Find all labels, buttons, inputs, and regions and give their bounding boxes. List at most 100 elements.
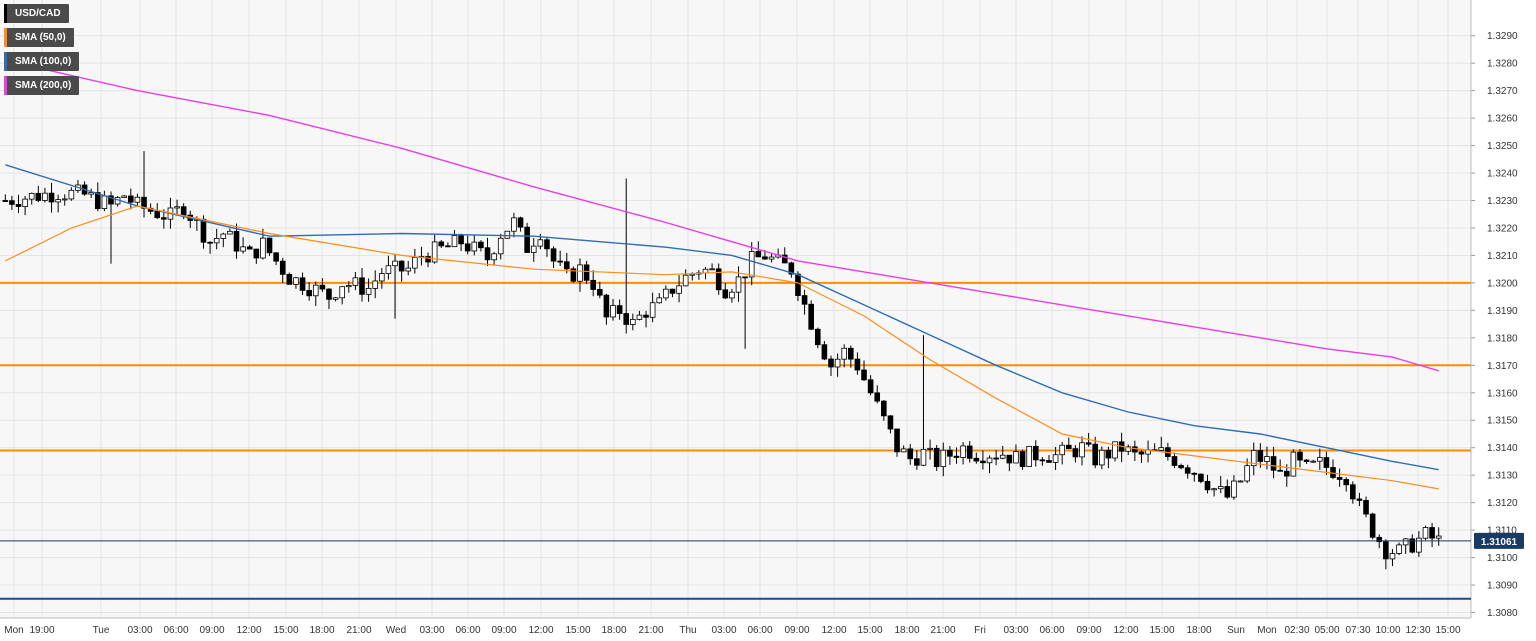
candle-body (35, 192, 42, 201)
candle-body (412, 257, 418, 269)
candle-body (854, 358, 861, 371)
candle (834, 353, 841, 377)
candle-body (365, 288, 372, 295)
candle-body (1343, 479, 1350, 486)
candle-body (1052, 454, 1059, 463)
candle (1178, 463, 1184, 470)
candle-body (1277, 469, 1283, 472)
candle-body (993, 457, 999, 460)
candle-body (438, 241, 445, 247)
candle-body (643, 314, 649, 318)
candle-body (471, 241, 478, 252)
legend-sma100[interactable]: SMA (100,0) (4, 52, 80, 71)
legend-sma200[interactable]: SMA (200,0) (4, 76, 80, 95)
candle-body (821, 344, 828, 360)
candle (504, 230, 511, 239)
candle (174, 199, 180, 215)
candle-body (768, 256, 775, 260)
candle-body (742, 276, 748, 279)
y-tick-label: 1.3180 (1487, 333, 1518, 344)
y-tick-label: 1.3120 (1487, 498, 1518, 509)
candle-body (451, 235, 458, 248)
candle (1389, 549, 1396, 567)
candle (1217, 476, 1224, 494)
candle-body (42, 192, 48, 201)
candle-body (61, 198, 68, 201)
candle (735, 266, 742, 302)
candle-body (1356, 498, 1363, 501)
candle-body (478, 241, 484, 249)
candle-body (260, 237, 266, 259)
candle (894, 428, 900, 457)
candle (867, 375, 874, 396)
candle (1052, 446, 1059, 471)
candle (610, 298, 616, 321)
current-price-tag (1474, 532, 1524, 549)
candle (544, 237, 550, 257)
candle (933, 445, 940, 471)
candle-body (682, 274, 689, 287)
x-tick-label: 07:30 (1345, 625, 1370, 636)
candle (55, 194, 61, 213)
candle-body (814, 328, 821, 346)
x-tick-label: 18:00 (309, 625, 334, 636)
candle (438, 240, 445, 249)
candle (914, 450, 920, 470)
y-tick-label: 1.3150 (1487, 416, 1518, 427)
legend-swatch-sma50 (4, 28, 7, 47)
candle (986, 455, 993, 474)
x-tick-label: 09:00 (491, 625, 516, 636)
candle-body (748, 251, 755, 278)
candle-body (1039, 459, 1046, 462)
candle-body (881, 400, 887, 417)
candle-body (517, 217, 524, 228)
candle-body (1198, 473, 1204, 482)
legend-sma50[interactable]: SMA (50,0) (4, 28, 74, 47)
x-tick-label: Mon (1257, 625, 1276, 636)
candle-body (1303, 459, 1310, 463)
candle-body (1211, 488, 1217, 491)
candle (530, 238, 537, 262)
candle-body (874, 392, 881, 402)
candle (848, 345, 854, 368)
sma-200-line (5, 59, 1439, 372)
candle (345, 281, 352, 293)
candle-body (669, 288, 676, 294)
candle (603, 293, 610, 325)
candle-body (927, 447, 933, 450)
candle-body (920, 448, 927, 466)
candle (1105, 446, 1112, 469)
candle (557, 250, 563, 266)
candle (61, 194, 68, 206)
candle-body (319, 284, 326, 290)
candle-body (762, 256, 768, 260)
candle (405, 260, 412, 276)
candle-body (596, 289, 603, 296)
candle (940, 442, 947, 477)
x-tick-label: 12:00 (236, 625, 261, 636)
candle-body (1257, 449, 1264, 462)
candle-body (887, 415, 894, 430)
candle-body (345, 285, 352, 288)
candle (616, 299, 623, 320)
candle (960, 442, 966, 465)
candle (1006, 454, 1013, 472)
x-tick-label: 15:00 (857, 625, 882, 636)
candle-body (1092, 443, 1099, 466)
candle (854, 352, 861, 375)
current-price-label: 1.31061 (1481, 537, 1518, 548)
y-tick-label: 1.3290 (1487, 31, 1518, 42)
candle-body (1244, 465, 1250, 482)
candle-body (940, 449, 947, 468)
candle-body (28, 192, 35, 200)
candle-body (656, 297, 663, 304)
candle (1231, 475, 1237, 500)
candle (900, 445, 907, 453)
candle (927, 439, 933, 460)
candle (1032, 440, 1039, 467)
candle (596, 281, 603, 299)
candle-body (1224, 486, 1231, 498)
legend-usdcad[interactable]: USD/CAD (4, 4, 69, 23)
candle (682, 269, 689, 287)
